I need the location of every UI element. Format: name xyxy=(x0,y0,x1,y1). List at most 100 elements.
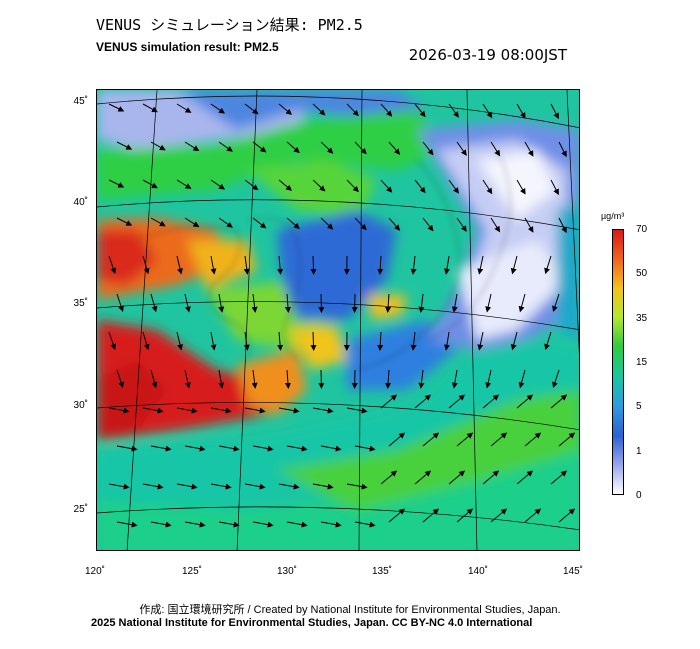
wind-arrow xyxy=(422,508,440,523)
wind-arrow xyxy=(490,508,508,523)
colorbar-tick-5: 5 xyxy=(636,401,642,412)
wind-arrow xyxy=(184,521,206,528)
wind-arrow xyxy=(354,141,367,155)
lat-label-25: 25˚ xyxy=(73,504,88,515)
wind-arrow xyxy=(516,470,534,485)
wind-arrow xyxy=(108,255,117,274)
wind-arrow xyxy=(210,407,232,414)
wind-arrow xyxy=(414,103,426,118)
wind-arrow xyxy=(443,255,450,275)
wind-arrow xyxy=(544,331,552,351)
wind-arrow xyxy=(176,407,198,414)
wind-arrow xyxy=(380,103,393,117)
wind-arrow xyxy=(456,432,474,447)
wind-arrow xyxy=(150,521,172,528)
wind-vector-field xyxy=(108,103,576,528)
wind-arrow xyxy=(490,141,501,157)
wind-arrow xyxy=(346,407,368,414)
wind-arrow xyxy=(550,179,559,196)
credit-line-1: 作成: 国立環境研究所 / Created by National Instit… xyxy=(139,604,561,616)
wind-arrow xyxy=(380,394,398,409)
wind-arrow xyxy=(150,293,158,313)
wind-arrow xyxy=(448,179,459,194)
wind-arrow xyxy=(550,394,568,409)
wind-arrow xyxy=(278,407,300,414)
wind-arrow xyxy=(485,369,492,389)
wind-arrow xyxy=(142,255,150,275)
wind-arrow xyxy=(277,255,284,275)
wind-arrow xyxy=(284,369,291,389)
wind-arrow xyxy=(244,483,266,490)
wind-arrow xyxy=(418,369,425,389)
wind-arrow xyxy=(490,217,501,233)
wind-arrow xyxy=(482,394,500,409)
wind-arrow xyxy=(108,179,125,188)
colorbar-tick-0: 0 xyxy=(636,490,642,501)
wind-arrow xyxy=(354,445,376,452)
wind-arrow xyxy=(176,331,183,351)
wind-arrow xyxy=(184,369,191,389)
wind-arrow xyxy=(456,141,467,156)
wind-arrow xyxy=(176,255,183,275)
lat-label-40: 40˚ xyxy=(73,197,88,208)
wind-arrow xyxy=(451,369,458,389)
wind-arrow xyxy=(252,141,267,153)
lon-label-120: 120˚ xyxy=(84,566,105,577)
wind-arrow xyxy=(490,432,508,447)
wind-arrow xyxy=(550,103,559,120)
wind-arrow xyxy=(524,508,542,523)
wind-arrow xyxy=(286,521,308,528)
lon-label-135: 135˚ xyxy=(371,566,392,577)
wind-arrow xyxy=(184,217,200,228)
wind-arrow xyxy=(108,483,130,490)
wind-arrow xyxy=(312,103,326,116)
wind-arrow xyxy=(142,331,150,351)
wind-arrow xyxy=(518,369,526,389)
wind-arrow xyxy=(558,141,567,158)
wind-arrow xyxy=(210,483,232,490)
lon-label-125: 125˚ xyxy=(181,566,202,577)
wind-arrow xyxy=(252,217,267,229)
wind-arrow xyxy=(243,331,250,351)
wind-arrow xyxy=(510,331,518,351)
lon-label-130: 130˚ xyxy=(276,566,297,577)
wind-arrow xyxy=(312,407,334,414)
wind-arrow xyxy=(524,217,534,233)
colorbar-tick-15: 15 xyxy=(636,357,648,368)
wind-arrow xyxy=(388,217,401,231)
wind-arrow xyxy=(456,217,467,232)
lon-label-145: 145˚ xyxy=(562,566,583,577)
wind-arrow xyxy=(346,179,359,193)
wind-arrow xyxy=(150,141,166,151)
pm25-map[interactable] xyxy=(96,89,580,551)
wind-arrow xyxy=(150,217,166,227)
wind-arrow xyxy=(418,293,425,313)
wind-arrow xyxy=(380,470,398,485)
wind-arrow xyxy=(176,179,192,189)
colorbar-tick-70: 70 xyxy=(636,224,648,235)
wind-arrow xyxy=(482,179,493,195)
wind-arrow xyxy=(116,293,124,313)
wind-arrow xyxy=(477,255,484,275)
wind-arrow xyxy=(251,369,258,389)
wind-arrow xyxy=(544,255,552,275)
credit-line-2: 2025 National Institute for Environmenta… xyxy=(91,617,533,629)
wind-arrow xyxy=(448,394,466,409)
wind-arrow xyxy=(142,483,164,490)
wind-arrow xyxy=(414,394,432,409)
wind-arrow xyxy=(244,179,259,191)
wind-arrow xyxy=(116,445,138,452)
wind-arrow xyxy=(510,255,518,275)
wind-arrow xyxy=(176,103,192,113)
wind-arrow xyxy=(210,331,217,351)
title-english: VENUS simulation result: PM2.5 xyxy=(96,40,279,54)
wind-arrow xyxy=(448,470,466,485)
wind-arrow xyxy=(286,217,300,230)
wind-arrow xyxy=(252,445,274,452)
wind-arrow xyxy=(150,369,158,389)
wind-arrow xyxy=(108,103,125,112)
wind-arrow xyxy=(320,141,334,154)
wind-arrow xyxy=(142,103,158,113)
wind-arrow xyxy=(516,103,526,119)
wind-arrow xyxy=(456,508,474,523)
